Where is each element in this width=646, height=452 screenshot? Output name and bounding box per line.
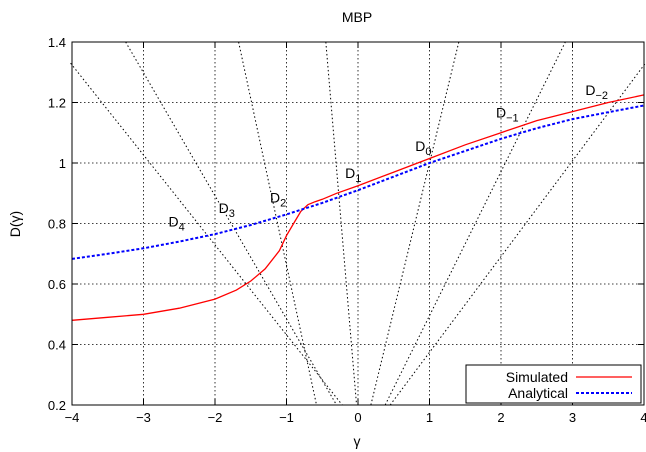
reference-lines (70, 41, 646, 406)
y-tick-label: 0.6 (48, 277, 66, 292)
x-tick-label: −2 (208, 410, 223, 425)
x-tick-label: 1 (426, 410, 433, 425)
x-tick-labels: −4 −3 −2 −1 0 1 2 3 4 (65, 410, 646, 425)
y-tick-label: 1 (59, 156, 66, 171)
y-tick-label: 0.4 (48, 338, 66, 353)
reference-label: D−1 (496, 105, 519, 125)
reference-label: D3 (219, 200, 235, 220)
reference-line-d-2 (389, 62, 646, 406)
x-tick-label: 3 (569, 410, 576, 425)
x-tick-label: 4 (640, 410, 646, 425)
y-axis-label: D(γ) (7, 211, 23, 237)
chart-title: MBP (342, 9, 372, 25)
x-tick-label: 2 (497, 410, 504, 425)
x-tick-label: −3 (136, 410, 151, 425)
legend-label-analytical: Analytical (508, 385, 568, 401)
x-tick-label: −1 (279, 410, 294, 425)
reference-line-labels: D4 D3 D2 D1 D0 D−1 D−2 (169, 82, 609, 234)
x-tick-label: −4 (65, 410, 80, 425)
y-tick-label: 0.2 (48, 398, 66, 413)
legend-label-simulated: Simulated (506, 369, 568, 385)
reference-line-d2 (238, 41, 318, 406)
reference-label: D2 (270, 189, 286, 209)
y-tick-label: 1.2 (48, 96, 66, 111)
plot-frame (71, 41, 645, 406)
x-axis-label: γ (354, 433, 361, 449)
reference-label: D−2 (585, 82, 608, 102)
series-line-simulated (71, 94, 645, 321)
series-line-analytical (71, 104, 645, 260)
y-tick-labels: 0.2 0.4 0.6 0.8 1 1.2 1.4 (48, 35, 66, 413)
grid (71, 41, 645, 406)
reference-label: D0 (415, 138, 431, 158)
series-lines (71, 94, 645, 321)
y-tick-label: 1.4 (48, 35, 66, 50)
reference-line-d4 (70, 62, 343, 406)
reference-line-d1 (325, 41, 358, 406)
legend-box (465, 364, 642, 404)
x-tick-label: 0 (354, 410, 361, 425)
y-tick-label: 0.8 (48, 217, 66, 232)
reference-label: D1 (345, 165, 361, 185)
reference-label: D4 (169, 214, 185, 234)
